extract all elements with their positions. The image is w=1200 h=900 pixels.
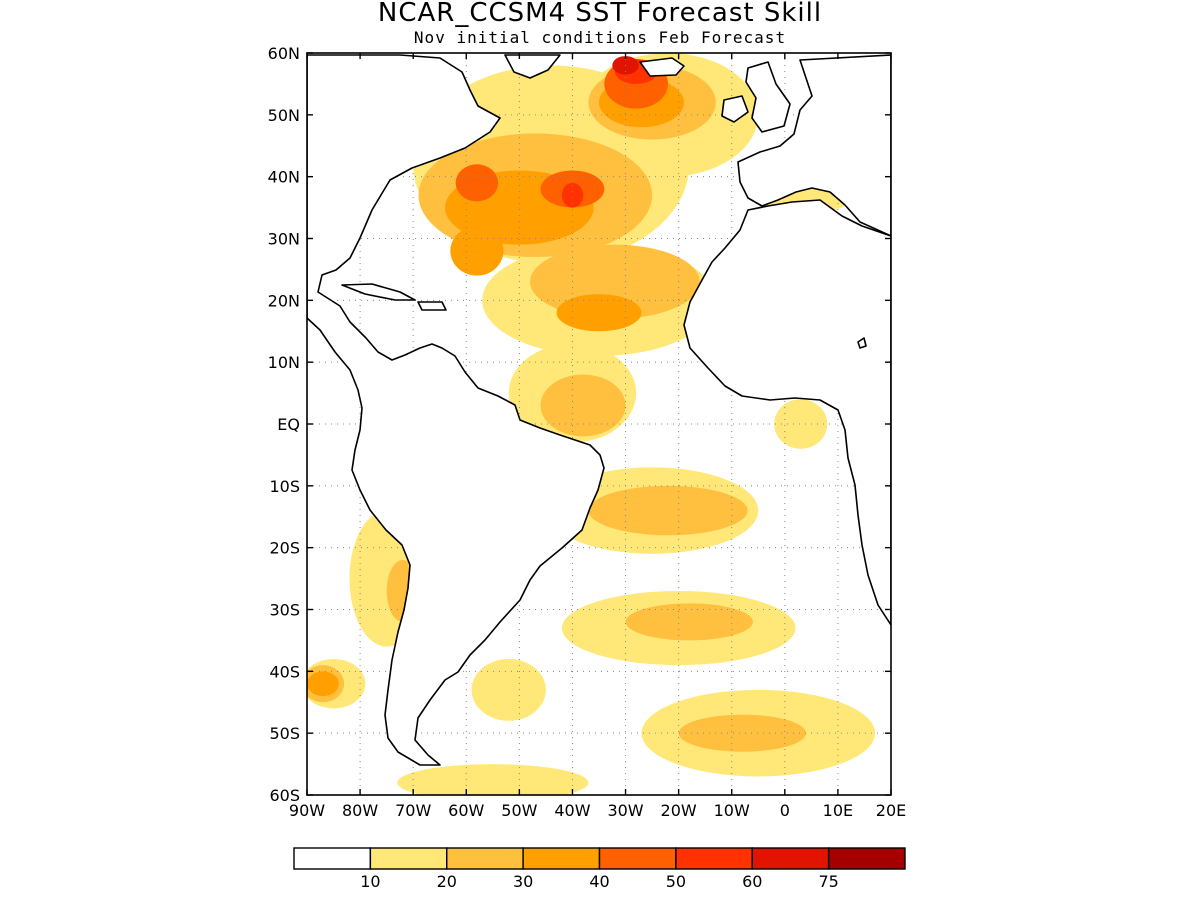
- colorbar-swatch: [675, 847, 753, 870]
- lat-label: 10S: [269, 477, 300, 496]
- skill-region: [678, 714, 807, 752]
- coastlines: [307, 54, 891, 766]
- greenland-land: [504, 54, 561, 79]
- skill-region: [450, 226, 504, 276]
- hispaniola-land: [417, 301, 447, 311]
- skill-region: [561, 182, 584, 208]
- latitude-labels: 60N 50N 40N 30N 20N 10N EQ 10S 20S 30S 40S 50S 60S: [268, 44, 891, 805]
- cuba-land: [341, 283, 416, 301]
- colorbar-label: 10: [360, 872, 380, 891]
- lat-label: 30N: [268, 230, 300, 249]
- lat-label: EQ: [277, 415, 300, 434]
- lon-label: 40W: [554, 801, 590, 820]
- skill-region: [625, 603, 753, 641]
- lon-label: 10E: [823, 801, 853, 820]
- iceland-land: [639, 57, 685, 77]
- colorbar-swatch: [369, 847, 448, 870]
- skill-region: [556, 294, 642, 332]
- colorbar-label: 40: [589, 872, 609, 891]
- skill-region: [588, 485, 748, 536]
- lon-label: 20W: [661, 801, 697, 820]
- lon-label: 90W: [289, 801, 325, 820]
- lat-label: 20S: [269, 539, 300, 558]
- skill-region: [455, 164, 499, 202]
- lat-label: 50N: [268, 106, 300, 125]
- lon-label: 80W: [342, 801, 378, 820]
- colorbar-label: 20: [437, 872, 457, 891]
- lat-label: 20N: [268, 291, 300, 310]
- lat-label: 40S: [269, 662, 300, 681]
- longitude-labels: 90W 80W 70W 60W 50W 40W 30W 20W 10W 0 10E 20E: [289, 53, 906, 820]
- skill-region: [471, 658, 546, 721]
- skill-region: [774, 399, 828, 449]
- colorbar-swatch: [751, 847, 830, 870]
- colorbar-label: 75: [818, 872, 838, 891]
- lon-label: 60W: [448, 801, 484, 820]
- colorbar-swatch: [598, 847, 677, 870]
- map-title: NCAR_CCSM4 SST Forecast Skill: [377, 0, 823, 28]
- skill-region: [307, 671, 339, 697]
- britain-land: [745, 61, 791, 133]
- colorbar-label: 50: [666, 872, 686, 891]
- lat-label: 10N: [268, 353, 300, 372]
- colorbar-swatch: [522, 847, 601, 870]
- skill-region: [540, 374, 626, 437]
- north-america-land: [307, 54, 605, 766]
- lat-label: 60N: [268, 44, 300, 63]
- colorbar-swatch: [827, 847, 906, 870]
- lat-label: 50S: [269, 724, 300, 743]
- lon-label: 10W: [714, 801, 750, 820]
- colorbar-label: 30: [513, 872, 533, 891]
- skill-region: [397, 764, 589, 795]
- lat-label: 60S: [269, 786, 300, 805]
- colorbar-swatch: [293, 847, 372, 870]
- colorbar-label: 60: [742, 872, 762, 891]
- lat-label: 30S: [269, 601, 300, 620]
- colorbar: 10 20 30 40 50 60 75: [293, 847, 906, 891]
- lon-label: 70W: [395, 801, 431, 820]
- lon-label: 50W: [501, 801, 537, 820]
- africa-land: [683, 199, 891, 626]
- lon-label: 0: [780, 801, 790, 820]
- map-subtitle: Nov initial conditions Feb Forecast: [413, 28, 787, 47]
- lat-label: 40N: [268, 168, 300, 187]
- lon-label: 30W: [607, 801, 643, 820]
- lon-label: 20E: [876, 801, 906, 820]
- europe-land: [737, 54, 891, 237]
- ireland-land: [721, 95, 749, 123]
- colorbar-swatch: [446, 847, 524, 870]
- cape-verde-island: [857, 337, 867, 349]
